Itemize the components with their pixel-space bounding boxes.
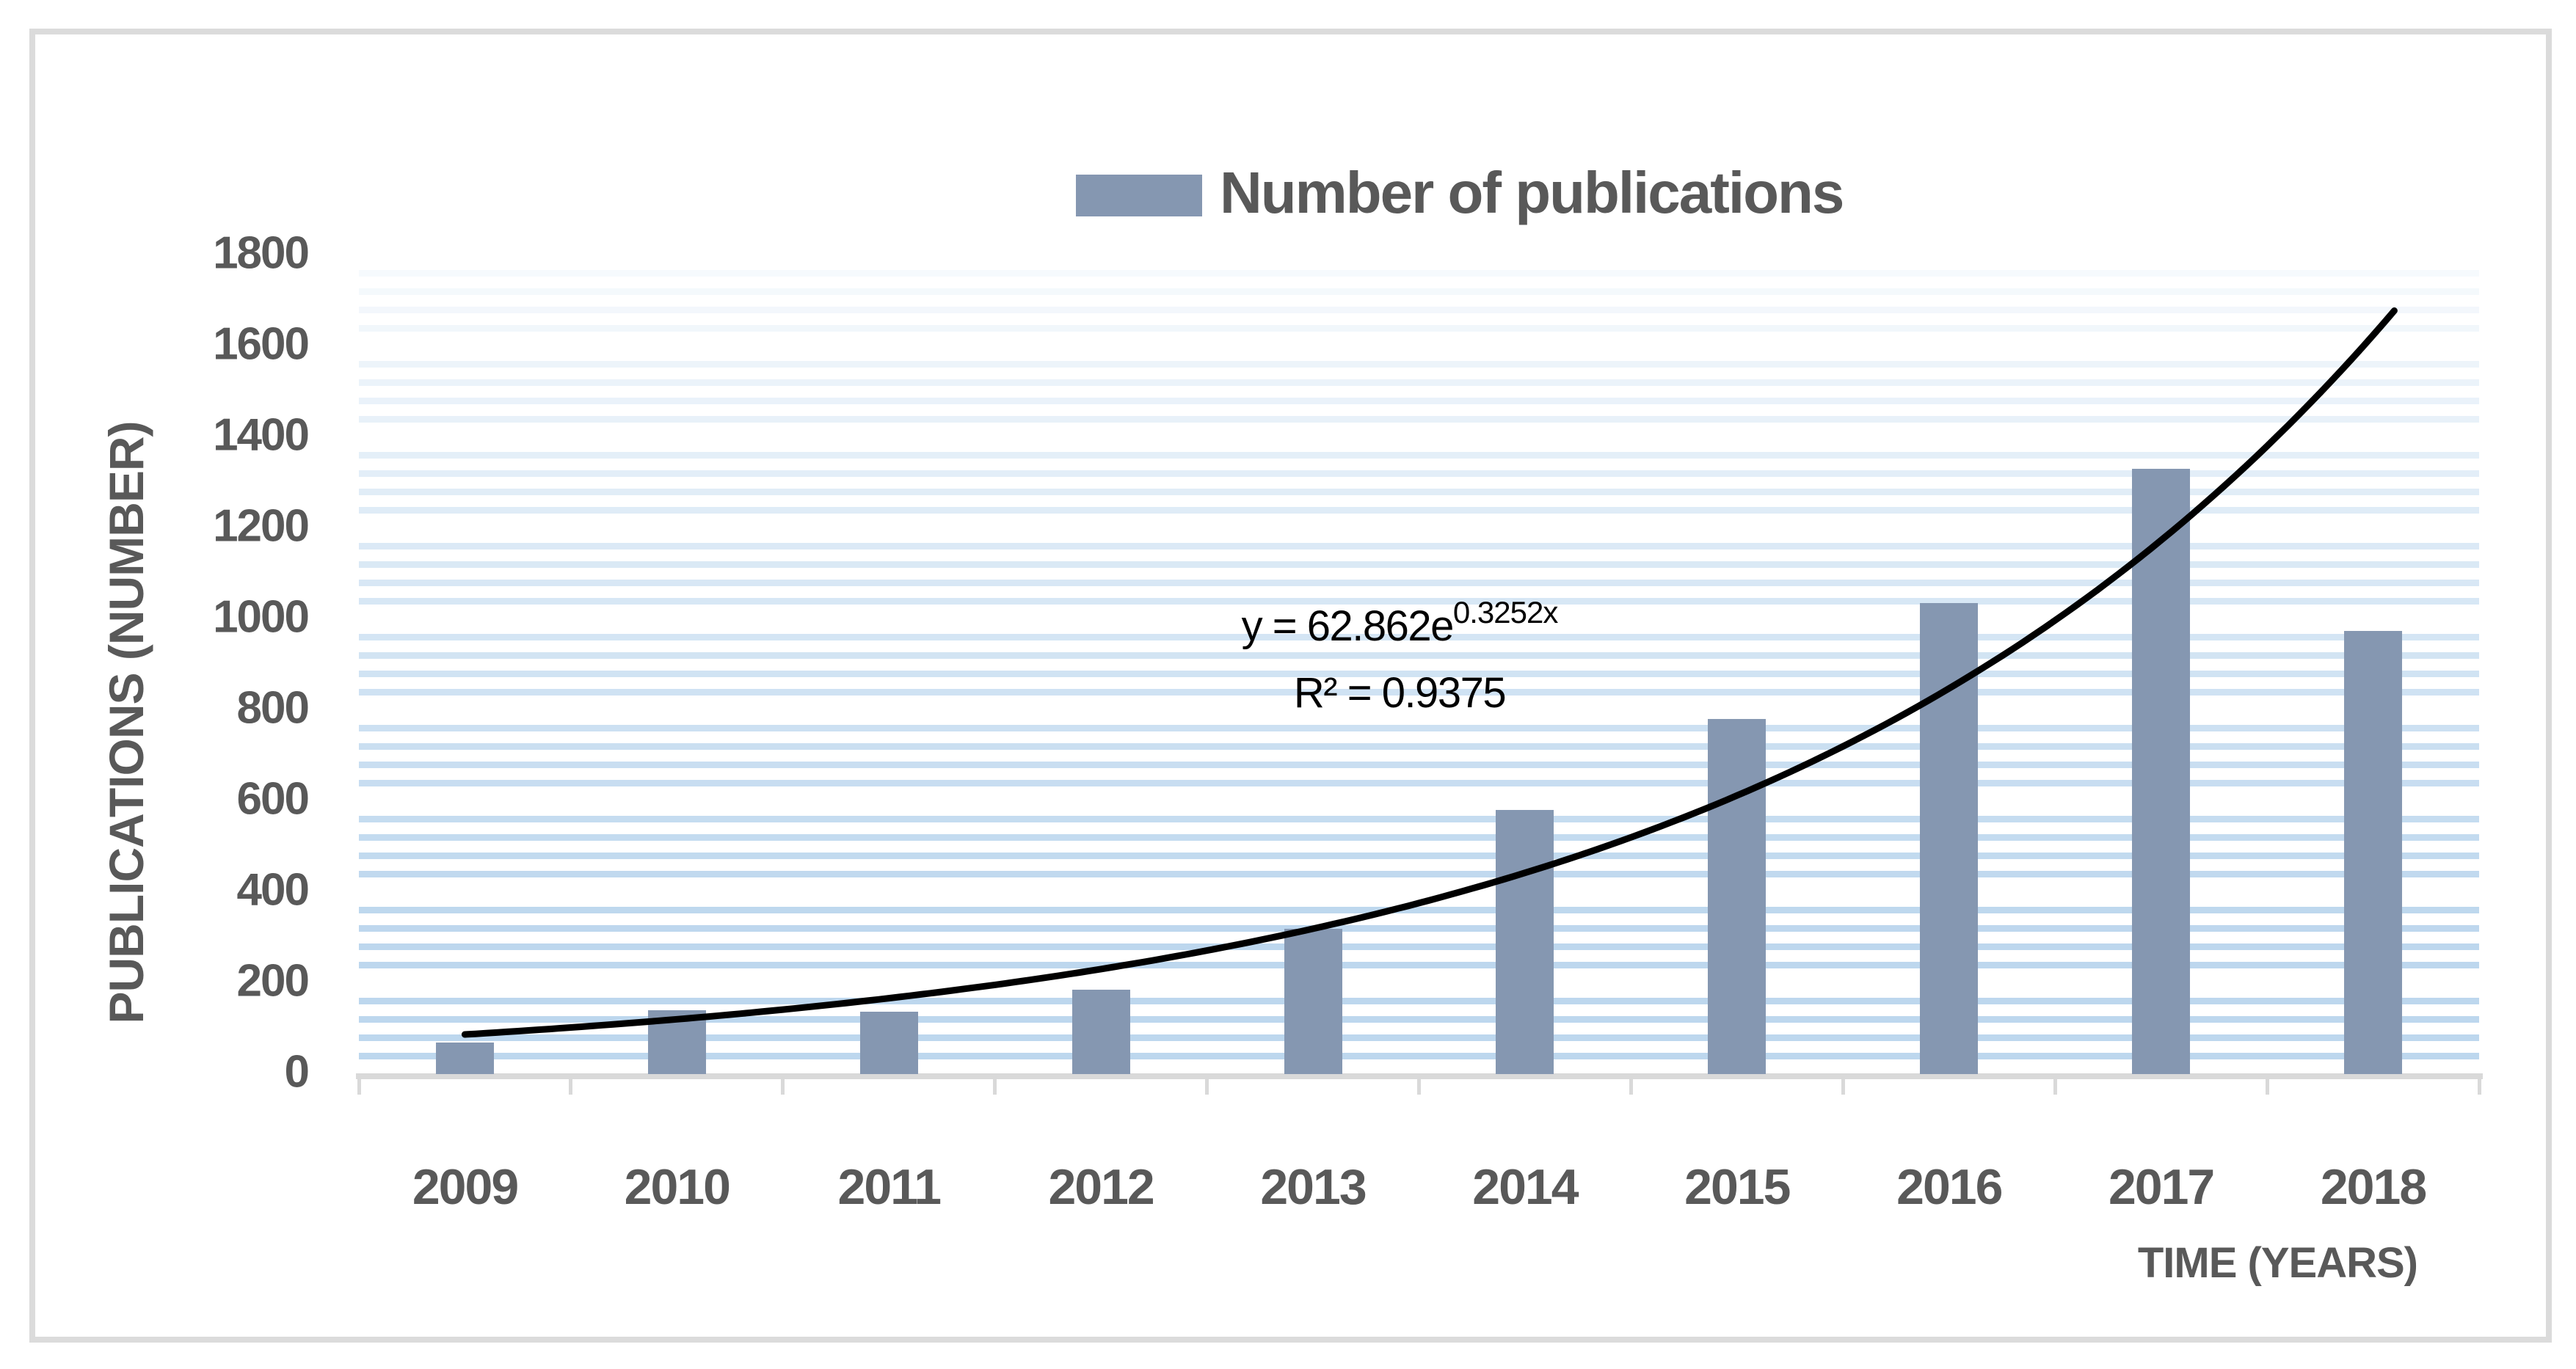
x-tick-label-2012: 2012 bbox=[1048, 1159, 1154, 1215]
bar-2012[interactable] bbox=[1071, 990, 1130, 1074]
x-tick-label-2010: 2010 bbox=[624, 1159, 731, 1215]
minor-gridline bbox=[359, 288, 2479, 296]
x-tick-label-2009: 2009 bbox=[412, 1159, 519, 1215]
minor-gridline bbox=[359, 415, 2479, 423]
equation-exponent: 0.3252x bbox=[1452, 595, 1558, 629]
minor-gridline bbox=[359, 361, 2479, 368]
trendline-equation: y = 62.862e0.3252x R² = 0.9375 bbox=[1172, 595, 1627, 720]
y-tick-label-1400: 1400 bbox=[213, 409, 310, 461]
x-axis-tick-mark bbox=[1417, 1075, 1421, 1095]
y-tick-label-1000: 1000 bbox=[213, 591, 310, 643]
x-axis-tick-mark bbox=[2265, 1075, 2269, 1095]
x-axis-tick-mark bbox=[1629, 1075, 1633, 1095]
bar-2016[interactable] bbox=[1920, 603, 1979, 1074]
bar-2013[interactable] bbox=[1284, 928, 1342, 1074]
x-axis-tick-mark bbox=[1841, 1075, 1845, 1095]
bar-2009[interactable] bbox=[436, 1042, 494, 1074]
bar-2017[interactable] bbox=[2132, 469, 2191, 1074]
y-tick-label-800: 800 bbox=[236, 682, 310, 734]
x-axis-tick-mark bbox=[993, 1075, 997, 1095]
x-tick-label-2016: 2016 bbox=[1896, 1159, 2003, 1215]
legend[interactable]: Number of publications bbox=[1076, 160, 1844, 225]
bar-2014[interactable] bbox=[1496, 810, 1554, 1074]
minor-gridline bbox=[359, 306, 2479, 313]
x-axis-tick-mark bbox=[569, 1075, 573, 1095]
minor-gridline bbox=[359, 324, 2479, 332]
x-axis-tick-mark bbox=[781, 1075, 785, 1095]
minor-gridline bbox=[359, 270, 2479, 277]
legend-swatch-number-of-publications bbox=[1076, 174, 1202, 216]
x-tick-label-2015: 2015 bbox=[1684, 1159, 1791, 1215]
trendline-equation-formula: y = 62.862e0.3252x bbox=[1241, 595, 1559, 650]
bar-2018[interactable] bbox=[2344, 630, 2402, 1074]
trendline-r-squared: R² = 0.9375 bbox=[1293, 669, 1507, 717]
y-tick-label-0: 0 bbox=[284, 1046, 310, 1098]
x-axis-tick-mark bbox=[2053, 1075, 2057, 1095]
y-tick-label-200: 200 bbox=[236, 955, 310, 1007]
x-tick-label-2017: 2017 bbox=[2108, 1159, 2215, 1215]
x-axis-tick-mark bbox=[2477, 1075, 2481, 1095]
y-tick-label-400: 400 bbox=[236, 864, 310, 916]
x-axis-title: TIME (YEARS) bbox=[2137, 1239, 2418, 1287]
minor-gridline bbox=[359, 452, 2479, 459]
bar-2015[interactable] bbox=[1708, 719, 1767, 1074]
x-tick-label-2011: 2011 bbox=[837, 1159, 942, 1215]
bar-2010[interactable] bbox=[647, 1010, 706, 1074]
x-tick-label-2013: 2013 bbox=[1260, 1159, 1367, 1215]
minor-gridline bbox=[359, 379, 2479, 387]
x-tick-label-2018: 2018 bbox=[2320, 1159, 2427, 1215]
y-tick-label-1600: 1600 bbox=[213, 318, 310, 370]
minor-gridline bbox=[359, 397, 2479, 404]
x-axis-tick-mark bbox=[357, 1075, 361, 1095]
legend-label: Number of publications bbox=[1220, 160, 1844, 225]
bar-2011[interactable] bbox=[859, 1012, 918, 1074]
y-tick-label-1200: 1200 bbox=[213, 500, 310, 552]
x-axis-tick-mark bbox=[1205, 1075, 1209, 1095]
minor-gridline bbox=[359, 1052, 2479, 1059]
y-tick-label-600: 600 bbox=[236, 773, 310, 825]
y-tick-label-1800: 1800 bbox=[213, 227, 310, 279]
x-tick-label-2014: 2014 bbox=[1472, 1159, 1579, 1215]
y-axis-title: PUBLICATIONS (NUMBER) bbox=[99, 421, 153, 1024]
